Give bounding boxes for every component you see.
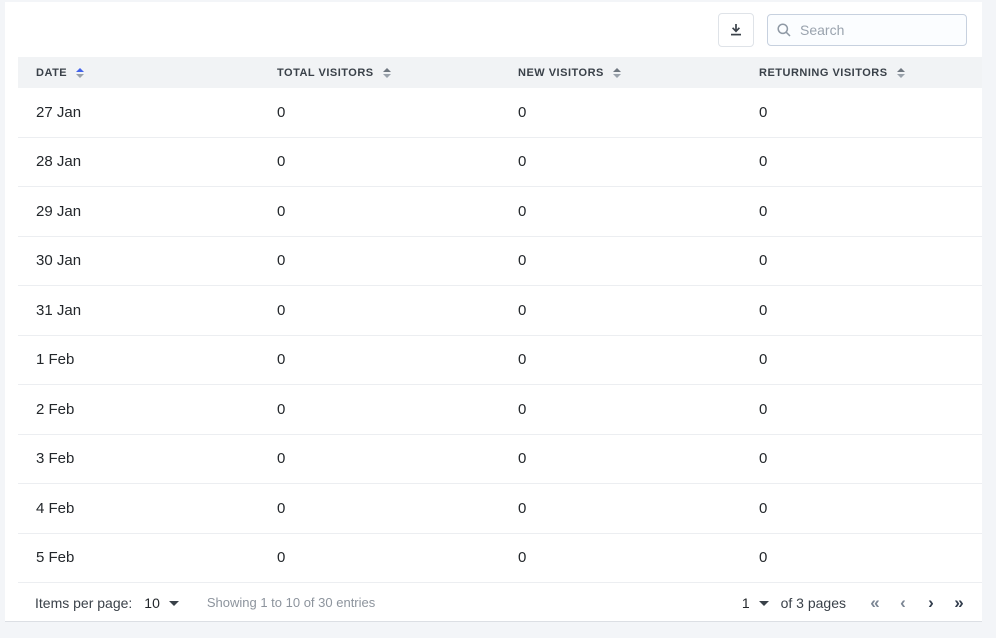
pagination: 1 of 3 pages « ‹ › »: [742, 591, 970, 615]
cell-total-visitors: 0: [277, 153, 286, 171]
cell-new-visitors: 0: [518, 549, 527, 567]
cell-date: 3 Feb: [36, 450, 75, 468]
cell-returning-visitors: 0: [759, 450, 768, 468]
cell-total-visitors: 0: [277, 351, 286, 369]
items-per-page-select[interactable]: 10: [144, 595, 179, 611]
column-header-label: TOTAL VISITORS: [277, 66, 374, 79]
table-row: 28 Jan 0 0 0: [18, 137, 982, 187]
cell-new-visitors: 0: [518, 450, 527, 468]
cell-date: 1 Feb: [36, 351, 75, 369]
cell-returning-visitors: 0: [759, 499, 768, 517]
table-card: DATE TOTAL VISITORS NEW VISITORS RETURNI…: [5, 2, 982, 622]
cell-date: 4 Feb: [36, 499, 75, 517]
showing-entries-text: Showing 1 to 10 of 30 entries: [206, 595, 376, 610]
sort-icon: [612, 67, 621, 78]
cell-date: 28 Jan: [36, 153, 82, 171]
table-row: 31 Jan 0 0 0: [18, 286, 982, 336]
search-box: [767, 13, 967, 46]
cell-returning-visitors: 0: [759, 400, 768, 418]
download-button[interactable]: [718, 12, 754, 47]
last-page-button[interactable]: »: [948, 591, 970, 615]
cell-returning-visitors: 0: [759, 549, 768, 567]
cell-total-visitors: 0: [277, 400, 286, 418]
cell-new-visitors: 0: [518, 301, 527, 319]
table-row: 27 Jan 0 0 0: [18, 88, 982, 138]
cell-returning-visitors: 0: [759, 153, 768, 171]
table-row: 3 Feb 0 0 0: [18, 434, 982, 484]
previous-page-button[interactable]: ‹: [892, 591, 914, 615]
next-page-button[interactable]: ›: [920, 591, 942, 615]
cell-date: 29 Jan: [36, 202, 82, 220]
sort-icon: [76, 67, 85, 78]
column-header-label: RETURNING VISITORS: [759, 66, 888, 79]
cell-returning-visitors: 0: [759, 103, 768, 121]
cell-new-visitors: 0: [518, 153, 527, 171]
page-nav-buttons: « ‹ › »: [864, 591, 970, 615]
cell-date: 5 Feb: [36, 549, 75, 567]
column-header-total[interactable]: TOTAL VISITORS: [259, 57, 500, 88]
cell-new-visitors: 0: [518, 252, 527, 270]
search-input[interactable]: [767, 13, 967, 46]
table-row: 1 Feb 0 0 0: [18, 335, 982, 385]
cell-new-visitors: 0: [518, 202, 527, 220]
cell-returning-visitors: 0: [759, 202, 768, 220]
table-row: 5 Feb 0 0 0: [18, 533, 982, 583]
chevron-left-icon: ‹: [900, 592, 906, 612]
cell-total-visitors: 0: [277, 549, 286, 567]
cell-date: 30 Jan: [36, 252, 82, 270]
cell-total-visitors: 0: [277, 450, 286, 468]
double-chevron-right-icon: »: [954, 592, 964, 612]
column-header-date[interactable]: DATE: [18, 57, 259, 88]
table-header-row: DATE TOTAL VISITORS NEW VISITORS RETURNI…: [18, 57, 982, 88]
items-per-page-label: Items per page:: [35, 594, 133, 611]
cell-total-visitors: 0: [277, 301, 286, 319]
cell-new-visitors: 0: [518, 499, 527, 517]
table-body: 27 Jan 0 0 0 28 Jan 0 0 0 29 Jan 0 0 0 3…: [18, 88, 982, 583]
table-row: 30 Jan 0 0 0: [18, 236, 982, 286]
chevron-down-icon: [168, 601, 179, 606]
chevron-down-icon: [758, 601, 769, 606]
column-header-label: DATE: [36, 66, 68, 79]
cell-total-visitors: 0: [277, 103, 286, 121]
cell-returning-visitors: 0: [759, 252, 768, 270]
table-row: 29 Jan 0 0 0: [18, 187, 982, 237]
cell-date: 31 Jan: [36, 301, 82, 319]
cell-total-visitors: 0: [277, 499, 286, 517]
cell-returning-visitors: 0: [759, 301, 768, 319]
items-per-page-value: 10: [144, 594, 160, 611]
column-header-label: NEW VISITORS: [518, 66, 604, 79]
first-page-button[interactable]: «: [864, 591, 886, 615]
cell-total-visitors: 0: [277, 202, 286, 220]
table-row: 2 Feb 0 0 0: [18, 385, 982, 435]
cell-date: 2 Feb: [36, 400, 75, 418]
table-footer: Items per page: 10 Showing 1 to 10 of 30…: [18, 583, 982, 622]
cell-new-visitors: 0: [518, 351, 527, 369]
cell-new-visitors: 0: [518, 103, 527, 121]
sort-icon: [382, 67, 391, 78]
page-select[interactable]: 1: [742, 595, 769, 611]
cell-new-visitors: 0: [518, 400, 527, 418]
table-row: 4 Feb 0 0 0: [18, 484, 982, 534]
download-icon: [728, 22, 744, 38]
chevron-right-icon: ›: [928, 592, 934, 612]
table-toolbar: [5, 2, 982, 57]
sort-icon: [896, 67, 905, 78]
column-header-new[interactable]: NEW VISITORS: [500, 57, 741, 88]
column-header-returning[interactable]: RETURNING VISITORS: [741, 57, 982, 88]
total-pages-label: of 3 pages: [780, 594, 846, 611]
cell-total-visitors: 0: [277, 252, 286, 270]
visitors-table: DATE TOTAL VISITORS NEW VISITORS RETURNI…: [18, 57, 982, 583]
cell-returning-visitors: 0: [759, 351, 768, 369]
double-chevron-left-icon: «: [870, 592, 880, 612]
page-select-value: 1: [741, 594, 750, 611]
cell-date: 27 Jan: [36, 103, 82, 121]
